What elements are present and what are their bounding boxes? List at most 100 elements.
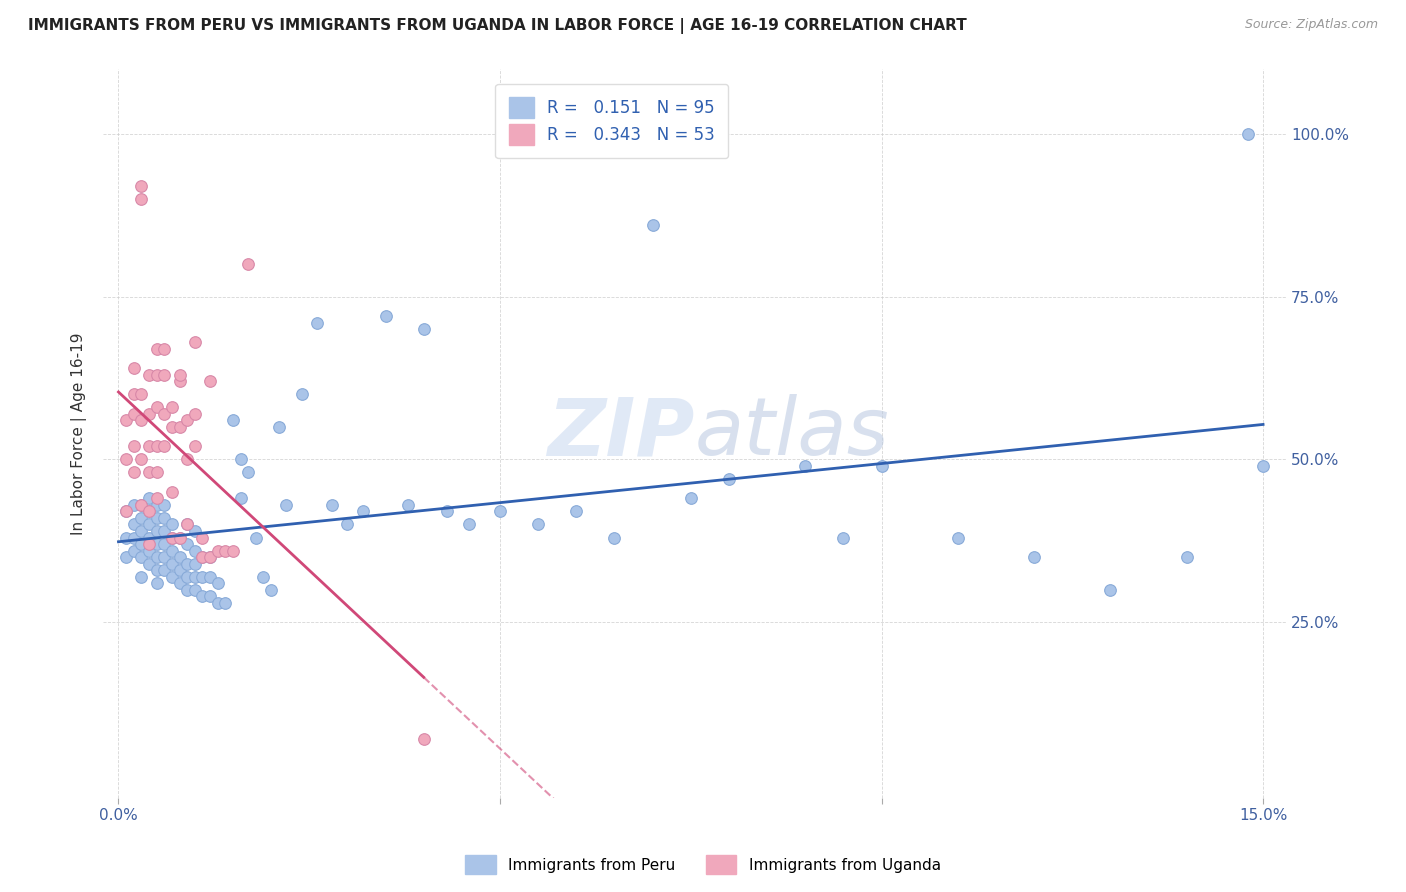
Point	[641, 218, 664, 232]
Point	[153, 524, 176, 538]
Point	[138, 368, 160, 382]
Point	[191, 531, 214, 545]
Point	[489, 504, 512, 518]
Point	[169, 368, 191, 382]
Point	[138, 466, 160, 480]
Point	[122, 466, 145, 480]
Point	[238, 257, 260, 271]
Point	[145, 401, 167, 415]
Point	[169, 563, 191, 577]
Point	[198, 374, 221, 388]
Point	[191, 569, 214, 583]
Point	[138, 407, 160, 421]
Point	[138, 517, 160, 532]
Point	[176, 537, 198, 551]
Point	[138, 537, 160, 551]
Point	[145, 439, 167, 453]
Point	[169, 576, 191, 591]
Point	[131, 511, 153, 525]
Point	[122, 439, 145, 453]
Y-axis label: In Labor Force | Age 16-19: In Labor Force | Age 16-19	[72, 332, 87, 534]
Point	[122, 361, 145, 376]
Point	[153, 439, 176, 453]
Point	[115, 531, 138, 545]
Point	[396, 498, 419, 512]
Point	[153, 342, 176, 356]
Legend: Immigrants from Peru, Immigrants from Uganda: Immigrants from Peru, Immigrants from Ug…	[460, 849, 946, 880]
Point	[412, 732, 434, 747]
Point	[115, 504, 138, 518]
Point	[138, 557, 160, 571]
Point	[153, 511, 176, 525]
Point	[291, 387, 314, 401]
Text: IMMIGRANTS FROM PERU VS IMMIGRANTS FROM UGANDA IN LABOR FORCE | AGE 16-19 CORREL: IMMIGRANTS FROM PERU VS IMMIGRANTS FROM …	[28, 18, 967, 34]
Point	[169, 531, 191, 545]
Point	[160, 531, 183, 545]
Point	[145, 549, 167, 564]
Point	[131, 498, 153, 512]
Point	[176, 582, 198, 597]
Point	[138, 491, 160, 506]
Text: ZIP: ZIP	[547, 394, 695, 472]
Point	[176, 413, 198, 427]
Point	[184, 524, 207, 538]
Point	[870, 458, 893, 473]
Point	[214, 596, 236, 610]
Point	[1024, 549, 1046, 564]
Point	[184, 335, 207, 350]
Point	[603, 531, 626, 545]
Legend: R =   0.151   N = 95, R =   0.343   N = 53: R = 0.151 N = 95, R = 0.343 N = 53	[495, 84, 728, 158]
Point	[436, 504, 458, 518]
Point	[145, 537, 167, 551]
Point	[305, 316, 328, 330]
Point	[176, 517, 198, 532]
Point	[245, 531, 267, 545]
Text: atlas: atlas	[695, 394, 890, 472]
Point	[184, 569, 207, 583]
Point	[122, 517, 145, 532]
Point	[145, 524, 167, 538]
Point	[145, 342, 167, 356]
Point	[176, 569, 198, 583]
Point	[131, 178, 153, 193]
Point	[138, 531, 160, 545]
Point	[184, 543, 207, 558]
Point	[184, 557, 207, 571]
Point	[122, 543, 145, 558]
Point	[115, 452, 138, 467]
Point	[131, 524, 153, 538]
Point	[153, 537, 176, 551]
Point	[198, 549, 221, 564]
Point	[238, 466, 260, 480]
Point	[153, 549, 176, 564]
Point	[160, 401, 183, 415]
Point	[160, 419, 183, 434]
Point	[565, 504, 588, 518]
Point	[138, 439, 160, 453]
Point	[138, 504, 160, 518]
Point	[1251, 458, 1274, 473]
Point	[122, 498, 145, 512]
Point	[176, 452, 198, 467]
Point	[131, 498, 153, 512]
Point	[207, 596, 229, 610]
Point	[412, 322, 434, 336]
Point	[169, 419, 191, 434]
Point	[138, 543, 160, 558]
Point	[169, 374, 191, 388]
Point	[131, 387, 153, 401]
Point	[198, 589, 221, 603]
Point	[527, 517, 550, 532]
Point	[153, 407, 176, 421]
Point	[153, 368, 176, 382]
Point	[184, 582, 207, 597]
Point	[1175, 549, 1198, 564]
Point	[229, 491, 252, 506]
Point	[153, 498, 176, 512]
Point	[207, 576, 229, 591]
Point	[145, 511, 167, 525]
Point	[191, 589, 214, 603]
Point	[176, 557, 198, 571]
Point	[260, 582, 283, 597]
Point	[160, 484, 183, 499]
